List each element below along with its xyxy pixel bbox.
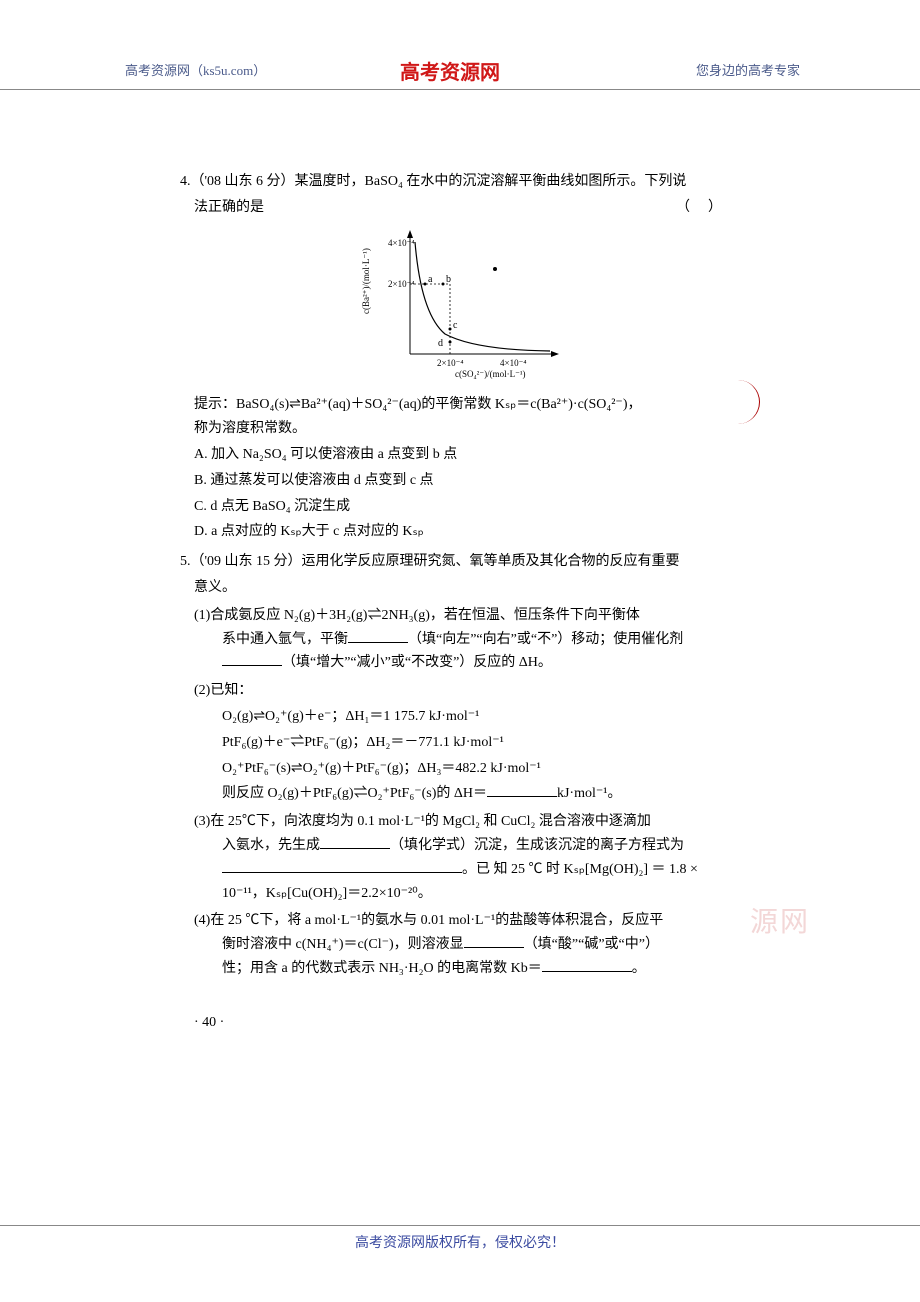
q5-eq4-post: kJ·mol⁻¹。 [557, 786, 621, 801]
q5-p3b-pre: 入氨水，先生成 [222, 838, 320, 853]
q5-p3-c: 。已 知 25 ℃ 时 Kₛₚ[Mg(OH)₂] ＝ 1.8 × [180, 858, 740, 882]
q5-p4c-pre: 性；用含 a 的代数式表示 NH₃·H₂O 的电离常数 Kb＝ [222, 961, 542, 976]
blank-2 [222, 652, 282, 666]
q5-p3c-post: 。已 知 25 ℃ 时 Kₛₚ[Mg(OH)₂] ＝ 1.8 × [462, 862, 698, 877]
q5-p3b-post: （填化学式）沉淀，生成该沉淀的离子方程式为 [390, 838, 684, 853]
x-tick-1: 2×10⁻⁴ [437, 358, 463, 368]
watermark-text: 源网 [750, 900, 810, 940]
solubility-curve-chart: a b c d 4×10⁻⁴ 2×10⁻⁴ c(Ba²⁺)/(mol·L⁻¹) … [355, 224, 565, 379]
q4-chart: a b c d 4×10⁻⁴ 2×10⁻⁴ c(Ba²⁺)/(mol·L⁻¹) … [180, 224, 740, 388]
q5-p3-b: 入氨水，先生成 （填化学式）沉淀，生成该沉淀的离子方程式为 [180, 834, 740, 858]
q4-opt-b: B. 通过蒸发可以使溶液由 d 点变到 c 点 [180, 469, 740, 493]
q5-p4-a: (4)在 25 ℃下，将 a mol·L⁻¹的氨水与 0.01 mol·L⁻¹的… [180, 909, 740, 933]
q5-p1c-post: （填“增大”“减小”或“不改变”）反应的 ΔH。 [282, 655, 552, 670]
q5-eq4: 则反应 O₂(g)＋PtF₆(g)⇌O₂⁺PtF₆⁻(s)的 ΔH＝ kJ·mol… [180, 782, 740, 806]
header-left-text: 高考资源网（ks5u.com） [125, 60, 266, 79]
q4-opt-c: C. d 点无 BaSO₄ 沉淀生成 [180, 495, 740, 519]
header-center-title: 高考资源网 [400, 56, 500, 85]
q5-p1-a: (1)合成氨反应 N₂(g)＋3H₂(g)⇌2NH₃(g)，若在恒温、恒压条件下… [180, 604, 740, 628]
point-b-label: b [446, 274, 451, 285]
q4-line1: 4.（'08 山东 6 分）某温度时，BaSO₄ 在水中的沉淀溶解平衡曲线如图所… [180, 170, 740, 194]
q4-hint-1: 提示：BaSO₄(s)⇌Ba²⁺(aq)＋SO₄²⁻(aq)的平衡常数 Kₛₚ＝… [180, 393, 740, 417]
q5-p4b-post: （填“酸”“碱”或“中”） [524, 937, 659, 952]
q5-eq1: O₂(g)⇌O₂⁺(g)＋e⁻；ΔH₁＝1 175.7 kJ·mol⁻¹ [180, 705, 740, 729]
page-footer: 高考资源网版权所有，侵权必究！ [0, 1225, 920, 1252]
blank-4 [320, 835, 390, 849]
blank-6 [464, 934, 524, 948]
blank-1 [348, 629, 408, 643]
y-tick-top: 4×10⁻⁴ [388, 238, 414, 248]
q4-opt-d: D. a 点对应的 Kₛₚ大于 c 点对应的 Kₛₚ [180, 520, 740, 544]
main-content: 4.（'08 山东 6 分）某温度时，BaSO₄ 在水中的沉淀溶解平衡曲线如图所… [180, 170, 740, 1035]
q5-p4b-pre: 衡时溶液中 c(NH₄⁺)＝c(Cl⁻)，则溶液显 [222, 937, 464, 952]
q4-opt-a: A. 加入 Na₂SO₄ 可以使溶液由 a 点变到 b 点 [180, 443, 740, 467]
q5-line1: 5.（'09 山东 15 分）运用化学反应原理研究氮、氧等单质及其化合物的反应有… [180, 550, 740, 574]
q5-p3-a: (3)在 25℃下，向浓度均为 0.1 mol·L⁻¹的 MgCl₂ 和 CuC… [180, 810, 740, 834]
page-number: · 40 · [180, 1011, 740, 1035]
blank-3 [487, 783, 557, 797]
q5-p2-a: (2)已知： [180, 679, 740, 703]
y-tick-mid: 2×10⁻⁴ [388, 279, 414, 289]
point-a-label: a [428, 274, 433, 285]
x-tick-2: 4×10⁻⁴ [500, 358, 526, 368]
q5-p3-d: 10⁻¹¹，Kₛₚ[Cu(OH)₂]＝2.2×10⁻²⁰。 [180, 882, 740, 906]
q4-stem-tail: 法正确的是 [194, 200, 264, 215]
q5-eq2: PtF₆(g)＋e⁻⇌PtF₆⁻(g)；ΔH₂＝－771.1 kJ·mol⁻¹ [180, 731, 740, 755]
q4-hint-2: 称为溶度积常数。 [180, 417, 740, 441]
q4-line2: 法正确的是 （） [180, 196, 740, 220]
blank-7 [542, 958, 632, 972]
point-d-label: d [438, 338, 443, 349]
decorative-arc [738, 380, 760, 424]
point-c-label: c [453, 320, 458, 331]
q5-eq3: O₂⁺PtF₆⁻(s)⇌O₂⁺(g)＋PtF₆⁻(g)；ΔH₃＝482.2 kJ… [180, 757, 740, 781]
q5-p1-b: 系中通入氩气，平衡 （填“向左”“向右”或“不”）移动；使用催化剂 [180, 628, 740, 652]
header-right-text: 您身边的高考专家 [696, 60, 800, 79]
q5-p1b-pre: 系中通入氩气，平衡 [222, 632, 348, 647]
q5-eq4-pre: 则反应 O₂(g)＋PtF₆(g)⇌O₂⁺PtF₆⁻(s)的 ΔH＝ [222, 786, 487, 801]
q5-p1b-post: （填“向左”“向右”或“不”）移动；使用催化剂 [408, 632, 683, 647]
q5-p4c-post: 。 [632, 961, 646, 976]
q5-p4-b: 衡时溶液中 c(NH₄⁺)＝c(Cl⁻)，则溶液显 （填“酸”“碱”或“中”） [180, 933, 740, 957]
answer-paren: （） [676, 196, 740, 220]
blank-5 [222, 859, 462, 873]
q5-p4-c: 性；用含 a 的代数式表示 NH₃·H₂O 的电离常数 Kb＝ 。 [180, 957, 740, 981]
x-axis-label: c(SO₄²⁻)/(mol·L⁻¹) [455, 369, 526, 379]
y-axis-label: c(Ba²⁺)/(mol·L⁻¹) [361, 248, 371, 314]
q5-p1-c: （填“增大”“减小”或“不改变”）反应的 ΔH。 [180, 651, 740, 675]
q5-line2: 意义。 [180, 576, 740, 600]
page-header: 高考资源网（ks5u.com） 高考资源网 您身边的高考专家 [0, 60, 920, 90]
